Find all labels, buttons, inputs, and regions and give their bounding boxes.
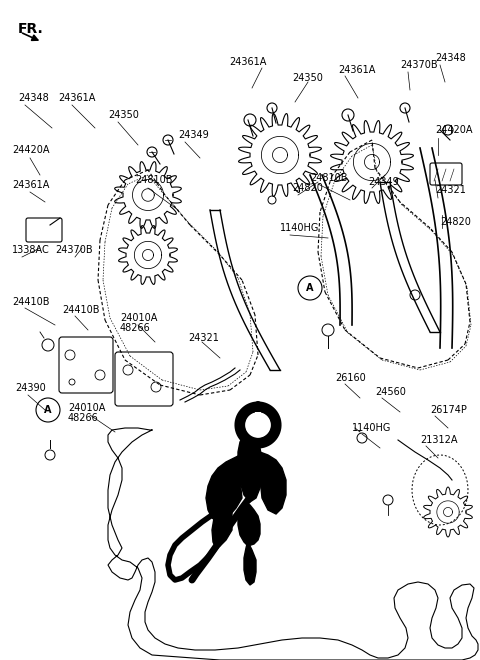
FancyBboxPatch shape (115, 352, 173, 406)
Text: A: A (306, 283, 314, 293)
Circle shape (45, 450, 55, 460)
Text: 1140HG: 1140HG (280, 223, 319, 233)
Text: 24010A: 24010A (120, 313, 157, 323)
Text: 24820: 24820 (292, 183, 323, 193)
Text: 26174P: 26174P (430, 405, 467, 415)
Text: 24390: 24390 (15, 383, 46, 393)
Circle shape (244, 114, 256, 126)
Circle shape (383, 495, 393, 505)
Circle shape (123, 365, 133, 375)
Text: 1338AC: 1338AC (12, 245, 50, 255)
Circle shape (410, 290, 420, 300)
Text: 24321: 24321 (188, 333, 219, 343)
Text: 24350: 24350 (108, 110, 139, 120)
Circle shape (36, 398, 60, 422)
Circle shape (298, 276, 322, 300)
Polygon shape (238, 432, 262, 502)
Polygon shape (238, 502, 260, 546)
Circle shape (95, 370, 105, 380)
Circle shape (267, 103, 277, 113)
Circle shape (357, 433, 367, 443)
Circle shape (42, 339, 54, 351)
Polygon shape (206, 455, 242, 522)
Circle shape (151, 382, 161, 392)
Text: FR.: FR. (18, 22, 44, 36)
Text: 24370B: 24370B (55, 245, 93, 255)
Circle shape (322, 324, 334, 336)
Circle shape (268, 196, 276, 204)
Circle shape (69, 379, 75, 385)
Text: 24410B: 24410B (62, 305, 99, 315)
FancyBboxPatch shape (26, 218, 62, 242)
Text: 26160: 26160 (335, 373, 366, 383)
Text: 24010A: 24010A (68, 403, 106, 413)
Circle shape (147, 147, 157, 157)
Circle shape (342, 109, 354, 121)
Text: 24820: 24820 (440, 217, 471, 227)
Circle shape (65, 350, 75, 360)
Circle shape (400, 103, 410, 113)
Text: 24361A: 24361A (229, 57, 267, 67)
Text: 24361A: 24361A (12, 180, 49, 190)
Text: 24810B: 24810B (135, 175, 172, 185)
Text: 48266: 48266 (68, 413, 99, 423)
Polygon shape (260, 452, 286, 514)
Text: 1140HG: 1140HG (352, 423, 391, 433)
Text: 24348: 24348 (435, 53, 466, 63)
Text: 24348: 24348 (18, 93, 49, 103)
Text: 24350: 24350 (292, 73, 323, 83)
Text: 48266: 48266 (120, 323, 151, 333)
Text: 24420A: 24420A (435, 125, 472, 135)
Polygon shape (244, 540, 256, 585)
Text: 24420A: 24420A (12, 145, 49, 155)
Text: A: A (44, 405, 52, 415)
Text: 24349: 24349 (178, 130, 209, 140)
Circle shape (443, 125, 453, 135)
Text: 24810B: 24810B (310, 173, 348, 183)
Text: 21312A: 21312A (420, 435, 457, 445)
Text: 24370B: 24370B (400, 60, 438, 70)
FancyBboxPatch shape (59, 337, 113, 393)
Text: 24361A: 24361A (58, 93, 96, 103)
Text: 24321: 24321 (435, 185, 466, 195)
Circle shape (163, 135, 173, 145)
Polygon shape (212, 495, 232, 548)
Text: 24361A: 24361A (338, 65, 375, 75)
FancyBboxPatch shape (430, 163, 462, 185)
Text: 24349: 24349 (368, 177, 399, 187)
Text: 24560: 24560 (375, 387, 406, 397)
Text: 24410B: 24410B (12, 297, 49, 307)
